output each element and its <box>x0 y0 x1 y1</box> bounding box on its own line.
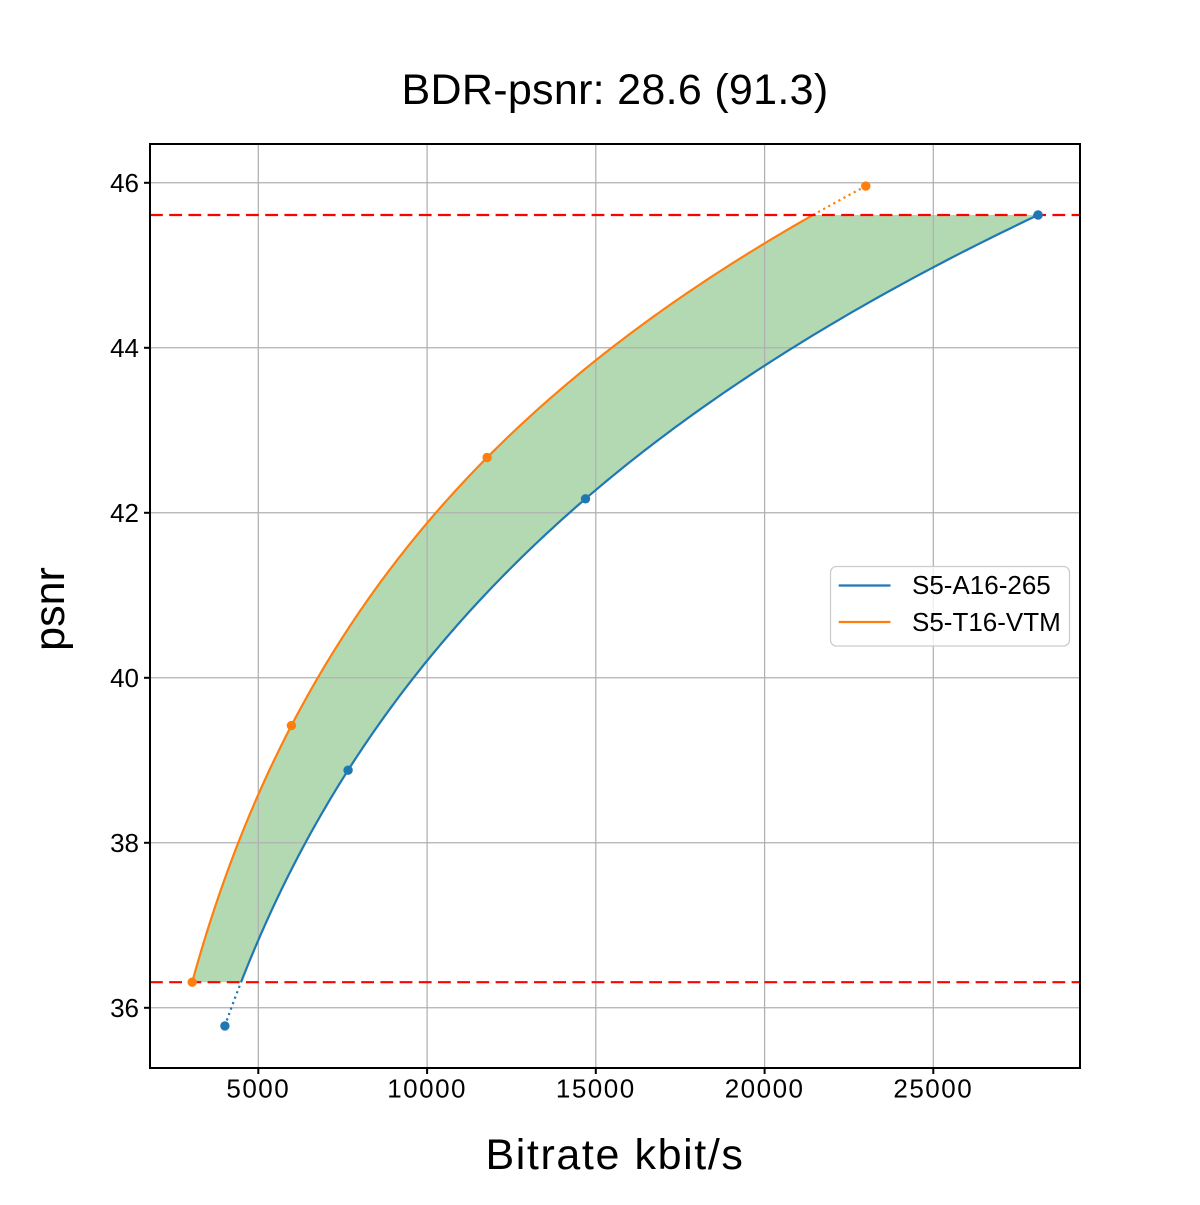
svg-text:S5-T16-VTM: S5-T16-VTM <box>912 607 1061 637</box>
svg-text:36: 36 <box>110 993 139 1023</box>
svg-text:25000: 25000 <box>893 1074 973 1104</box>
svg-text:15000: 15000 <box>556 1074 636 1104</box>
svg-text:psnr: psnr <box>26 567 74 651</box>
svg-text:BDR-psnr: 28.6 (91.3): BDR-psnr: 28.6 (91.3) <box>402 66 829 114</box>
svg-text:S5-A16-265: S5-A16-265 <box>912 570 1051 600</box>
svg-text:10000: 10000 <box>387 1074 467 1104</box>
svg-text:40: 40 <box>110 663 139 693</box>
svg-text:5000: 5000 <box>226 1074 290 1104</box>
svg-text:42: 42 <box>110 498 139 528</box>
svg-text:46: 46 <box>110 168 139 198</box>
svg-text:44: 44 <box>110 333 139 363</box>
svg-text:20000: 20000 <box>725 1074 805 1104</box>
svg-text:38: 38 <box>110 828 139 858</box>
svg-text:Bitrate kbit/s: Bitrate kbit/s <box>486 1131 745 1179</box>
